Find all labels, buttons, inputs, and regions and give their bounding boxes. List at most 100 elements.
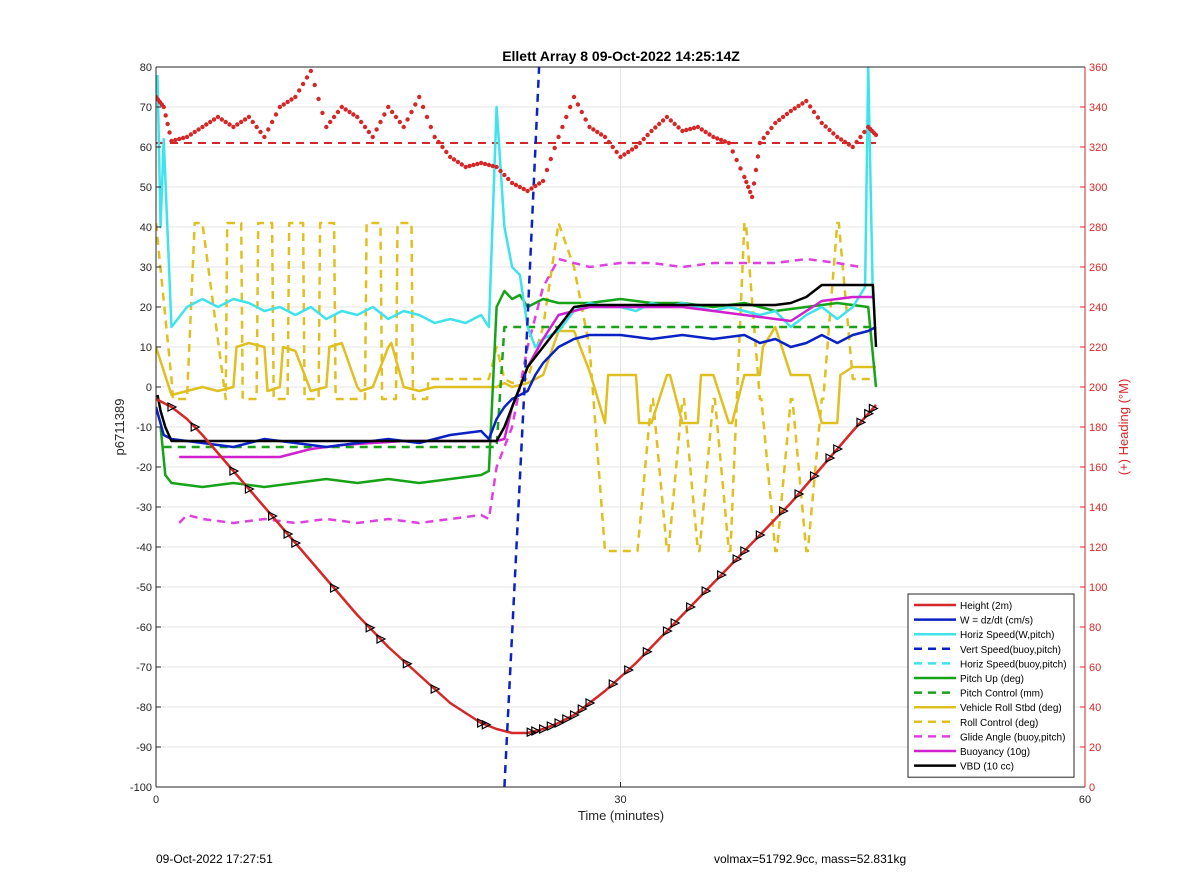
heading-point xyxy=(471,162,476,168)
heading-point xyxy=(177,136,182,142)
heading-point xyxy=(672,121,677,127)
heading-point xyxy=(167,130,172,135)
heading-point xyxy=(417,94,422,100)
heading-point xyxy=(680,128,685,134)
footer-timestamp: 09-Oct-2022 17:27:51 xyxy=(156,852,273,866)
heading-point xyxy=(401,124,406,130)
y-right-tick-label: 20 xyxy=(1089,742,1101,754)
heading-point xyxy=(777,117,782,123)
x-tick-label: 0 xyxy=(153,794,159,806)
heading-point xyxy=(831,131,836,136)
heading-point xyxy=(742,174,747,180)
heading-point xyxy=(413,102,418,107)
heading-point xyxy=(807,104,813,109)
chart-title: Ellett Array 8 09-Oct-2022 14:25:14Z xyxy=(502,48,740,64)
series-vbd xyxy=(156,283,878,443)
heading-point xyxy=(397,119,403,125)
height-marker xyxy=(794,489,805,499)
heading-point xyxy=(517,184,523,190)
heading-point xyxy=(564,114,569,120)
heading-point xyxy=(842,139,848,145)
y-tick-label: -60 xyxy=(136,622,152,634)
y-right-tick-label: 240 xyxy=(1089,302,1107,314)
heading-point xyxy=(815,115,821,120)
series-roll-control xyxy=(156,221,876,553)
y-tick-label: 40 xyxy=(140,222,152,234)
heading-point xyxy=(614,149,619,155)
x-tick-label: 30 xyxy=(614,794,626,806)
heading-point xyxy=(300,81,306,87)
heading-point xyxy=(755,154,761,159)
heading-point xyxy=(393,114,399,120)
y-right-tick-label: 120 xyxy=(1089,542,1107,554)
heading-point xyxy=(455,159,461,165)
heading-point xyxy=(718,137,724,143)
heading-point xyxy=(622,152,627,157)
y-tick-label: -100 xyxy=(130,782,152,794)
x-tick-label: 60 xyxy=(1079,794,1091,806)
heading-point xyxy=(238,119,244,125)
heading-point xyxy=(219,117,225,122)
height-marker xyxy=(562,714,573,724)
heading-point xyxy=(227,122,232,127)
heading-point xyxy=(548,156,554,162)
heading-point xyxy=(846,142,852,147)
heading-point xyxy=(366,129,372,135)
heading-point xyxy=(871,130,877,136)
height-marker xyxy=(531,726,542,736)
height-marker xyxy=(477,718,487,728)
heading-point xyxy=(633,144,639,150)
y-tick-label: -30 xyxy=(136,502,152,514)
heading-point xyxy=(335,109,341,115)
heading-point xyxy=(529,186,534,191)
height-marker xyxy=(833,444,844,454)
heading-point xyxy=(827,127,832,133)
heading-point xyxy=(378,119,383,125)
heading-point xyxy=(734,157,739,163)
heading-point xyxy=(405,117,410,122)
heading-point xyxy=(324,124,329,130)
heading-point xyxy=(440,144,445,150)
heading-point xyxy=(297,88,302,93)
heading-point xyxy=(819,120,824,126)
legend-label: Height (2m) xyxy=(960,601,1012,612)
heading-point xyxy=(196,127,201,132)
height-marker xyxy=(481,719,492,730)
heading-point xyxy=(389,109,395,115)
heading-point xyxy=(540,178,546,184)
heading-point xyxy=(308,68,314,74)
heading-point xyxy=(641,136,646,142)
heading-point xyxy=(327,119,333,125)
heading-point xyxy=(649,128,654,134)
height-marker xyxy=(291,538,302,548)
legend: Height (2m) W = dz/dt (cm/s) Horiz Speed(W… xyxy=(907,593,1075,778)
heading-point xyxy=(351,112,356,117)
heading-point xyxy=(796,103,801,109)
heading-point xyxy=(862,129,867,135)
heading-point xyxy=(664,114,670,120)
heading-point xyxy=(370,134,375,140)
heading-point xyxy=(653,125,658,130)
heading-point xyxy=(657,121,662,127)
heading-point xyxy=(668,118,674,123)
heading-point xyxy=(207,119,213,125)
heading-point xyxy=(711,134,716,140)
heading-point xyxy=(811,109,817,115)
heading-point xyxy=(761,135,766,141)
heading-point xyxy=(838,137,844,142)
heading-point xyxy=(629,147,635,152)
height-marker xyxy=(608,679,619,689)
height-marker xyxy=(864,408,875,419)
heading-point xyxy=(645,132,650,138)
heading-point xyxy=(749,194,755,200)
heading-point xyxy=(722,139,728,144)
legend-label: Pitch Control (mm) xyxy=(960,689,1043,700)
y-tick-label: 50 xyxy=(140,182,152,194)
series-horiz-speed xyxy=(156,67,875,349)
heading-point xyxy=(626,149,631,155)
heading-point xyxy=(424,114,430,120)
heading-point xyxy=(637,140,643,146)
heading-point xyxy=(502,172,507,178)
heading-point xyxy=(312,82,317,88)
heading-point xyxy=(552,145,557,151)
